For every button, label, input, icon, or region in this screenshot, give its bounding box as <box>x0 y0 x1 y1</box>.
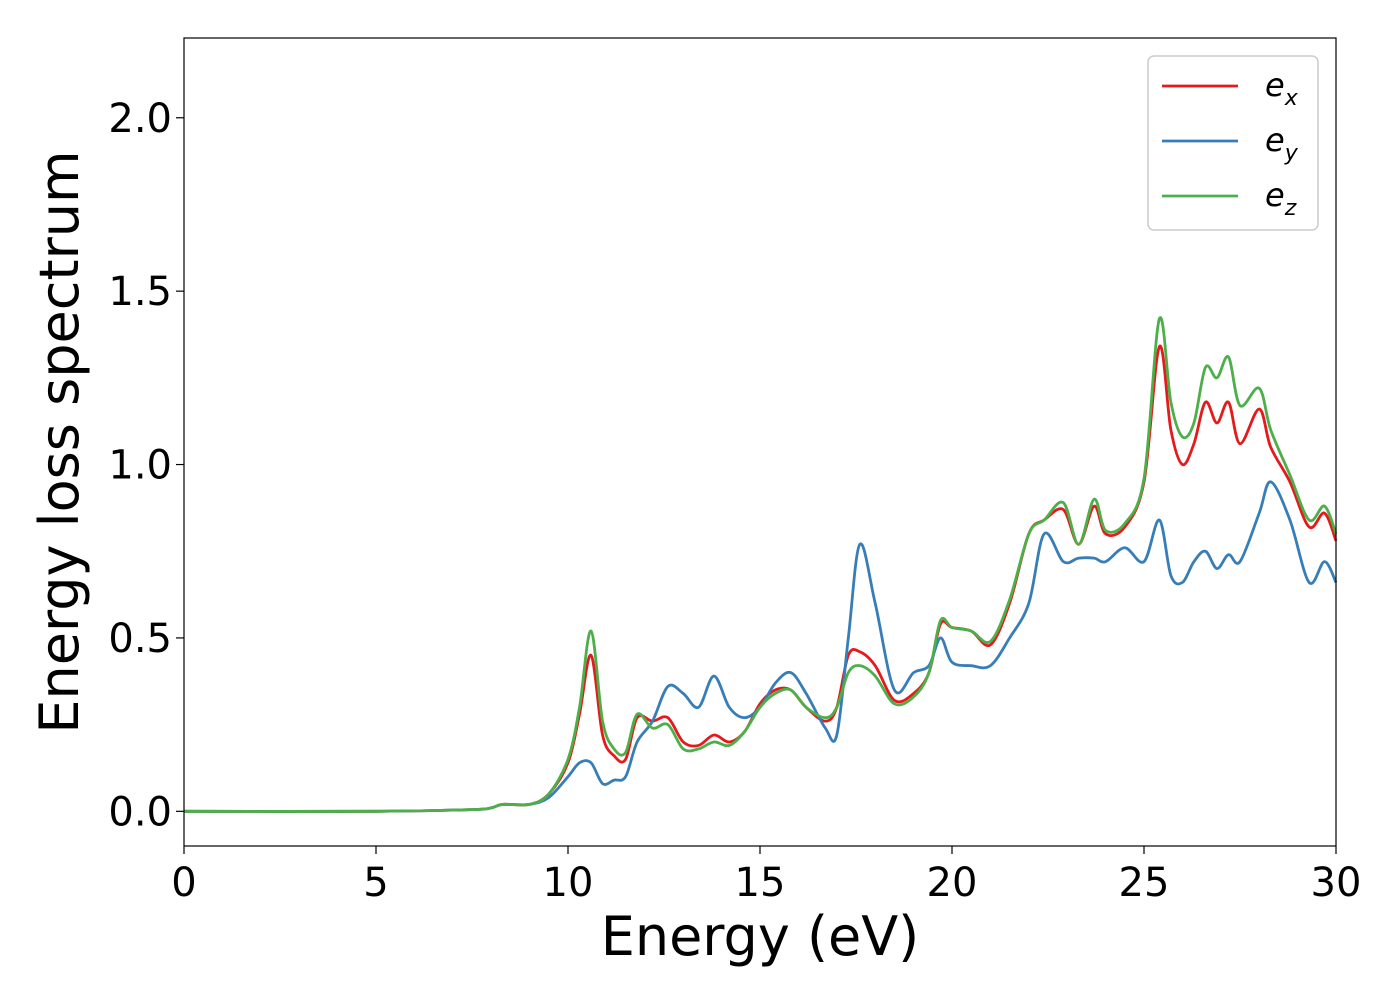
x-tick-label: 20 <box>927 860 978 906</box>
y-tick-label: 0.5 <box>108 616 172 662</box>
series-line-y <box>183 480 1338 813</box>
x-tick-label: 30 <box>1311 860 1362 906</box>
plot-background <box>184 38 1336 846</box>
y-tick-label: 0.0 <box>108 789 172 835</box>
x-tick-label: 15 <box>735 860 786 906</box>
legend-label-y: ey <box>1265 121 1299 166</box>
y-tick-label: 1.0 <box>108 443 172 489</box>
legend: ex ey ez <box>1147 55 1319 231</box>
x-axis-ticks: 0 5 10 15 20 25 30 <box>171 846 1361 906</box>
x-tick-label: 0 <box>171 860 196 906</box>
y-tick-label: 2.0 <box>108 96 172 142</box>
x-tick-label: 5 <box>363 860 388 906</box>
y-axis-ticks: 0.0 0.5 1.0 1.5 2.0 <box>108 96 184 835</box>
legend-label-x: ex <box>1265 66 1299 111</box>
legend-label-z: ez <box>1265 176 1297 221</box>
x-tick-label: 25 <box>1119 860 1170 906</box>
legend-box <box>1147 55 1319 231</box>
series-line-x <box>183 344 1338 813</box>
x-axis-title: Energy (eV) <box>601 905 920 968</box>
series-layer <box>183 316 1338 813</box>
series-line-z <box>183 316 1338 813</box>
x-tick-label: 10 <box>543 860 594 906</box>
y-tick-label: 1.5 <box>108 269 172 315</box>
y-axis-title: Energy loss spectrum <box>28 150 91 733</box>
